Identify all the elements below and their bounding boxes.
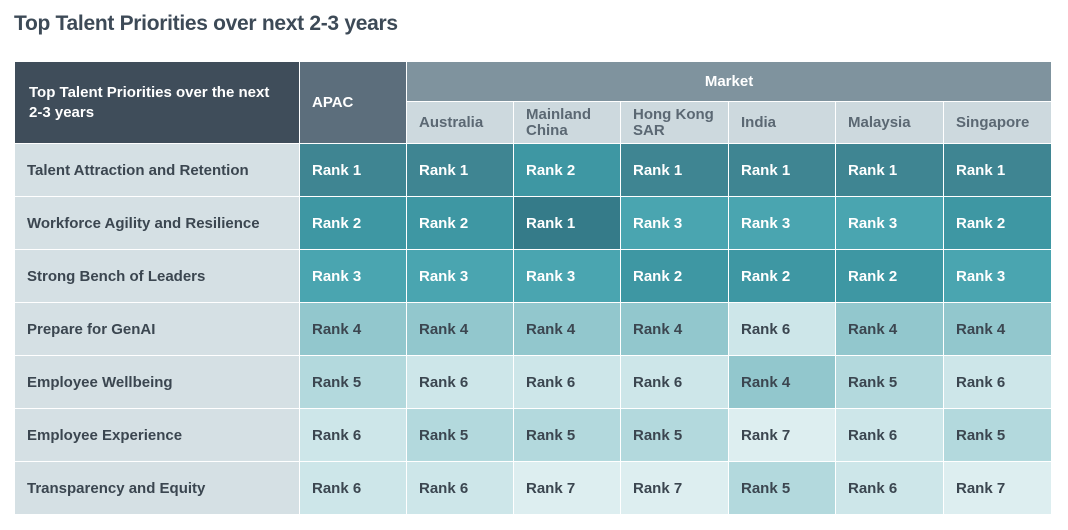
market-rank-cell: Rank 5 [406,408,514,462]
priority-label: Workforce Agility and Resilience [14,196,300,250]
market-rank-cell: Rank 6 [406,355,514,409]
market-rank-cell: Rank 5 [620,408,729,462]
apac-rank-cell: Rank 5 [299,355,407,409]
market-rank-cell: Rank 3 [942,249,1053,303]
priorities-rank-table: Top Talent Priorities over the next 2-3 … [14,61,1053,515]
market-column-header: Mainland China [513,101,621,144]
priority-label: Prepare for GenAI [14,302,300,356]
market-header-row: Australia Mainland China Hong Kong SAR Indi… [15,101,1053,144]
market-column-header: Singapore [942,101,1053,144]
apac-rank-cell: Rank 2 [299,196,407,250]
table-row: Strong Bench of Leaders Rank 3 Rank 3 Rank … [14,249,1053,303]
apac-rank-cell: Rank 3 [299,249,407,303]
apac-column-header: APAC [299,61,407,144]
market-rank-cell: Rank 2 [835,249,944,303]
market-rank-cell: Rank 1 [620,143,729,197]
table-row: Workforce Agility and Resilience Rank 2 Ra… [14,196,1053,250]
market-rank-cell: Rank 4 [620,302,729,356]
market-rank-cell: Rank 4 [406,302,514,356]
market-rank-cell: Rank 3 [406,249,514,303]
market-rank-cell: Rank 3 [835,196,944,250]
priority-label: Strong Bench of Leaders [14,249,300,303]
market-rank-cell: Rank 7 [620,461,729,515]
market-rank-cell: Rank 6 [835,461,944,515]
market-rank-cell: Rank 1 [835,143,944,197]
market-rank-cell: Rank 5 [513,408,621,462]
market-rank-cell: Rank 1 [728,143,836,197]
apac-rank-cell: Rank 6 [299,461,407,515]
market-rank-cell: Rank 5 [835,355,944,409]
market-column-header: Australia [406,101,514,144]
priority-label: Employee Experience [14,408,300,462]
market-rank-cell: Rank 2 [942,196,1053,250]
priority-label: Employee Wellbeing [14,355,300,409]
market-rank-cell: Rank 6 [620,355,729,409]
market-rank-cell: Rank 2 [620,249,729,303]
table-row: Employee Experience Rank 6 Rank 5 Rank 5 Ran… [14,408,1053,462]
market-group-header: Market [405,61,1053,102]
market-rank-cell: Rank 5 [728,461,836,515]
corner-header: Top Talent Priorities over the next 2-3 … [14,61,300,144]
market-rank-cell: Rank 6 [406,461,514,515]
table-row: Employee Wellbeing Rank 5 Rank 6 Rank 6 Rank… [14,355,1053,409]
market-rank-cell: Rank 1 [942,143,1053,197]
market-rank-cell: Rank 2 [513,143,621,197]
table-row: Prepare for GenAI Rank 4 Rank 4 Rank 4 Rank … [14,302,1053,356]
market-rank-cell: Rank 6 [942,355,1053,409]
market-rank-cell: Rank 6 [835,408,944,462]
table-row: Talent Attraction and Retention Rank 1 Ran… [14,143,1053,197]
market-rank-cell: Rank 4 [835,302,944,356]
market-rank-cell: Rank 2 [406,196,514,250]
market-rank-cell: Rank 3 [728,196,836,250]
market-rank-cell: Rank 6 [728,302,836,356]
market-rank-cell: Rank 2 [728,249,836,303]
apac-rank-cell: Rank 6 [299,408,407,462]
priority-label: Talent Attraction and Retention [14,143,300,197]
market-rank-cell: Rank 4 [513,302,621,356]
market-rank-cell: Rank 5 [942,408,1053,462]
priority-label: Transparency and Equity [14,461,300,515]
market-rank-cell: Rank 4 [942,302,1053,356]
market-rank-cell: Rank 6 [513,355,621,409]
market-rank-cell: Rank 1 [406,143,514,197]
apac-rank-cell: Rank 1 [299,143,407,197]
market-column-header: Hong Kong SAR [620,101,729,144]
market-rank-cell: Rank 7 [513,461,621,515]
market-column-header: India [728,101,836,144]
market-column-header: Malaysia [835,101,944,144]
market-rank-cell: Rank 3 [620,196,729,250]
market-rank-cell: Rank 3 [513,249,621,303]
market-rank-cell: Rank 7 [942,461,1053,515]
market-rank-cell: Rank 1 [513,196,621,250]
market-rank-cell: Rank 4 [728,355,836,409]
table-row: Transparency and Equity Rank 6 Rank 6 Rank … [14,461,1053,515]
rank-table-body: Talent Attraction and Retention Rank 1 Ran… [14,143,1053,515]
market-rank-cell: Rank 7 [728,408,836,462]
apac-rank-cell: Rank 4 [299,302,407,356]
page-title: Top Talent Priorities over next 2-3 year… [14,12,398,35]
